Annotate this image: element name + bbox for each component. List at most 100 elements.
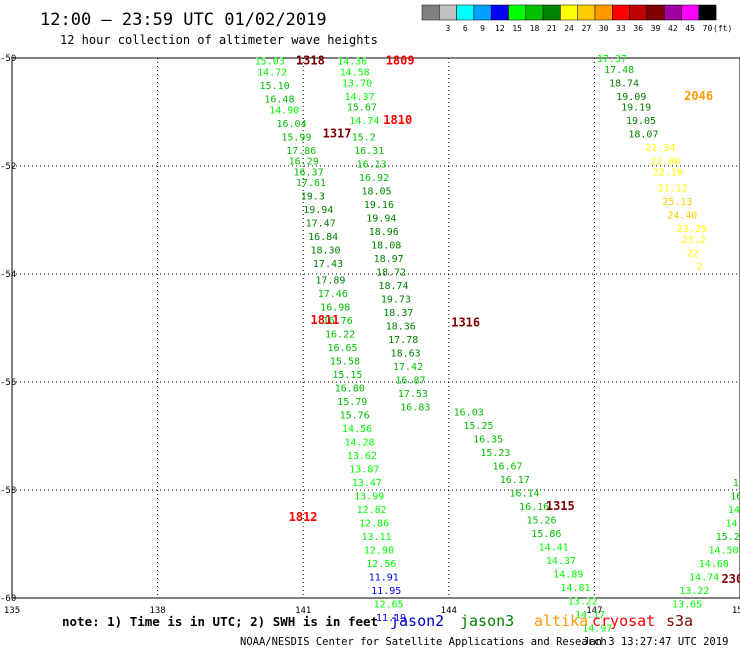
- x-tick-label: 135: [4, 606, 20, 616]
- x-tick-label: 138: [149, 606, 165, 616]
- satellite-legend-jason2: jason2: [390, 612, 444, 630]
- wave-height-label: 18.97: [374, 254, 404, 265]
- wave-height-label: 14.89: [553, 570, 583, 581]
- wave-height-label: 16.16: [519, 502, 549, 513]
- wave-height-label: 13.22: [568, 597, 598, 608]
- wave-height-label: 16.13: [357, 159, 387, 170]
- wave-height-label: 17.86: [286, 146, 316, 157]
- wave-height-label: 16.14: [509, 489, 539, 500]
- wave-height-label: 16.35: [473, 435, 503, 446]
- colorbar-tick-label: 21: [547, 24, 557, 33]
- wave-height-label: 14.28: [344, 437, 374, 448]
- wave-height-label: 18.05: [361, 186, 391, 197]
- wave-height-label: 12.86: [359, 518, 389, 529]
- wave-height-label: 16.84: [308, 232, 338, 243]
- colorbar-swatch: [663, 4, 682, 21]
- wave-height-label: 16.87: [395, 375, 425, 386]
- wave-height-label: 25.13: [662, 197, 692, 208]
- wave-height-label: 16.17: [500, 475, 530, 486]
- wave-height-label: 19.19: [621, 103, 651, 114]
- pass-number-label: 230: [722, 572, 740, 586]
- colorbar-swatch: [542, 4, 561, 21]
- colorbar-unit: (ft): [713, 24, 732, 33]
- wave-height-label: 18.08: [371, 240, 401, 251]
- wave-height-label: 19.94: [303, 205, 333, 216]
- pass-number-label: 1316: [451, 316, 480, 330]
- wave-height-label: 19.16: [364, 200, 394, 211]
- wave-height-label: 19.05: [626, 116, 656, 127]
- wave-height-label: 22: [687, 248, 699, 259]
- wave-height-label: 23.2: [682, 235, 706, 246]
- wave-height-label: 15.99: [281, 132, 311, 143]
- wave-height-label: 18.07: [628, 130, 658, 141]
- pass-number-label: 2046: [684, 89, 713, 103]
- plot-area: 135 138 141 144 147 150 -50 -52 -54 -56 -58 -60 17.…: [0, 54, 740, 635]
- colorbar-tick-label: 33: [616, 24, 626, 33]
- colorbar-swatch: [456, 4, 475, 21]
- colorbar-tick-label: 9: [480, 24, 485, 33]
- wave-height-label: 16.92: [359, 173, 389, 184]
- pass-number-label: 1315: [546, 499, 575, 513]
- wave-height-label: 18.30: [310, 246, 340, 257]
- wave-height-label: 15.15: [332, 370, 362, 381]
- wave-height-label: 18.36: [386, 321, 416, 332]
- colorbar-swatch: [473, 4, 492, 21]
- colorbar-tick-label: 12: [495, 24, 505, 33]
- wave-height-label: 14.56: [342, 424, 372, 435]
- colorbar-tick-label: 70: [703, 24, 713, 33]
- colorbar-swatch: [577, 4, 596, 21]
- wave-height-label: 14.37: [344, 92, 374, 103]
- x-tick-label: 141: [295, 606, 311, 616]
- wave-height-label: 2: [696, 262, 702, 273]
- y-tick-label: -54: [0, 270, 16, 280]
- wave-height-label: 16.76: [323, 316, 353, 327]
- y-tick-label: -60: [0, 594, 16, 604]
- wave-height-label: 17.48: [604, 65, 634, 76]
- colorbar-swatch: [490, 4, 509, 21]
- wave-height-label: 13.47: [352, 478, 382, 489]
- wave-height-label: 15.26: [526, 516, 556, 527]
- wave-height-label: 17.37: [597, 54, 627, 65]
- wave-height-label: 16.65: [327, 343, 357, 354]
- wave-height-label: 17.53: [398, 389, 428, 400]
- pass-number-label: 1812: [289, 510, 318, 524]
- wave-height-label: 13.62: [347, 451, 377, 462]
- wave-height-label: 16.: [730, 491, 740, 502]
- grid-lines: [11, 57, 740, 599]
- y-tick-label: -50: [0, 54, 16, 64]
- x-tick-label: 144: [441, 606, 457, 616]
- colorbar-swatch: [421, 4, 440, 21]
- satellite-legend-jason3: jason3: [460, 612, 514, 630]
- colorbar-tick-label: 27: [582, 24, 592, 33]
- wave-height-label: 17.46: [318, 289, 348, 300]
- wave-height-label: 22.19: [653, 167, 683, 178]
- wave-height-label: 16.80: [335, 383, 365, 394]
- pass-number-label: 1811: [310, 313, 339, 327]
- wave-height-label: 12.56: [366, 559, 396, 570]
- wave-height-label: 14.36: [337, 57, 367, 68]
- colorbar-swatch: [681, 4, 700, 21]
- wave-height-label: 14.37: [546, 556, 576, 567]
- wave-height-label: 16.67: [492, 462, 522, 473]
- wave-height-label: 13.22: [679, 586, 709, 597]
- wave-height-label: 19.94: [366, 213, 396, 224]
- wave-height-label: 11.91: [369, 572, 399, 583]
- wave-height-label: 14.60: [699, 559, 729, 570]
- wave-height-label: 15.76: [340, 410, 370, 421]
- wave-height-label: 14.41: [539, 543, 569, 554]
- wave-height-label: 17.89: [315, 275, 345, 286]
- wave-height-label: 15.23: [480, 448, 510, 459]
- wave-height-label: 15.67: [347, 103, 377, 114]
- wave-height-label: 18.63: [391, 348, 421, 359]
- wave-height-label: 22.80: [650, 157, 680, 168]
- wave-height-label: 13.11: [361, 532, 391, 543]
- wave-height-label: 16.37: [293, 167, 323, 178]
- wave-height-label: 11.95: [371, 586, 401, 597]
- colorbar-swatch: [525, 4, 544, 21]
- wave-height-label: 16.03: [454, 408, 484, 419]
- wave-height-label: 16.83: [400, 402, 430, 413]
- wave-height-label: 12.82: [357, 505, 387, 516]
- wave-height-label: 18.74: [609, 78, 639, 89]
- axis-tick-labels: 135 138 141 144 147 150 -50 -52 -54 -56 -58 -60: [0, 54, 740, 616]
- wave-height-label: 12.90: [364, 545, 394, 556]
